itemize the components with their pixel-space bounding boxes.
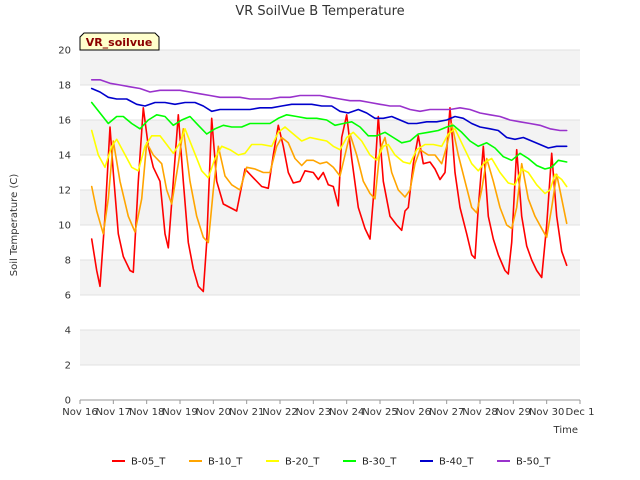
x-tick-label: Nov 25 xyxy=(362,407,397,418)
legend: B-05_T B-10_T B-20_T B-30_T B-40_T B-50_T xyxy=(112,457,551,468)
x-tick-label: Nov 20 xyxy=(196,407,231,418)
badge-label: VR_soilvue xyxy=(86,36,153,49)
plot-band xyxy=(80,225,580,260)
x-tick-label: Nov 26 xyxy=(396,407,431,418)
legend-label-b-10-t: B-10_T xyxy=(208,457,243,468)
y-tick-label: 6 xyxy=(65,291,71,302)
y-tick-label: 16 xyxy=(58,116,71,127)
series-line-b-10-t xyxy=(90,122,568,244)
y-tick-label: 8 xyxy=(65,256,71,267)
y-tick-label: 18 xyxy=(58,81,71,92)
plot-band xyxy=(80,50,580,85)
plot-band xyxy=(80,260,580,295)
series-line-b-40-t xyxy=(90,87,568,149)
legend-label-b-20-t: B-20_T xyxy=(285,457,320,468)
series-line-b-20-t xyxy=(90,126,568,195)
y-tick-label: 12 xyxy=(58,186,71,197)
series-line-b-30-t xyxy=(90,101,568,170)
plot-band xyxy=(80,365,580,400)
y-tick-label: 14 xyxy=(58,151,71,162)
plot-band xyxy=(80,120,580,155)
x-tick-label: Nov 22 xyxy=(262,407,297,418)
x-tick-label: Nov 21 xyxy=(229,407,264,418)
legend-label-b-40-t: B-40_T xyxy=(439,457,474,468)
y-axis-title: Soil Temperature (C) xyxy=(9,174,20,277)
plot-band xyxy=(80,330,580,365)
y-axis-ticks: 0 2 4 6 8 10 12 14 16 18 20 xyxy=(58,46,71,407)
x-tick-label: Nov 18 xyxy=(129,407,164,418)
x-tick-label: Nov 27 xyxy=(429,407,464,418)
x-tick-label: Nov 30 xyxy=(529,407,564,418)
vr-soilvue-badge: VR_soilvue xyxy=(79,32,160,51)
badge-shape xyxy=(79,32,160,51)
x-tick-label: Nov 24 xyxy=(329,407,364,418)
x-tick-label: Nov 29 xyxy=(496,407,531,418)
y-tick-label: 0 xyxy=(65,396,71,407)
y-tick-label: 10 xyxy=(58,221,71,232)
x-tick-label: Nov 28 xyxy=(462,407,497,418)
y-tick-label: 20 xyxy=(58,46,71,57)
series-line-b-50-t xyxy=(90,79,568,132)
legend-label-b-05-t: B-05_T xyxy=(131,457,166,468)
x-axis-title: Time xyxy=(553,425,578,436)
legend-label-b-30-t: B-30_T xyxy=(362,457,397,468)
legend-label-b-50-t: B-50_T xyxy=(516,457,551,468)
series-lines xyxy=(90,79,568,293)
series-line-b-05-t xyxy=(90,107,568,293)
y-tick-label: 4 xyxy=(65,326,71,337)
x-tick-label: Nov 23 xyxy=(296,407,331,418)
x-tick-label: Dec 1 xyxy=(566,407,595,418)
y-tick-label: 2 xyxy=(65,361,71,372)
x-tick-label: Nov 17 xyxy=(96,407,131,418)
chart-title: VR SoilVue B Temperature xyxy=(235,4,404,19)
x-tick-label: Nov 19 xyxy=(162,407,197,418)
plot-band xyxy=(80,295,580,330)
x-tick-label: Nov 16 xyxy=(62,407,97,418)
